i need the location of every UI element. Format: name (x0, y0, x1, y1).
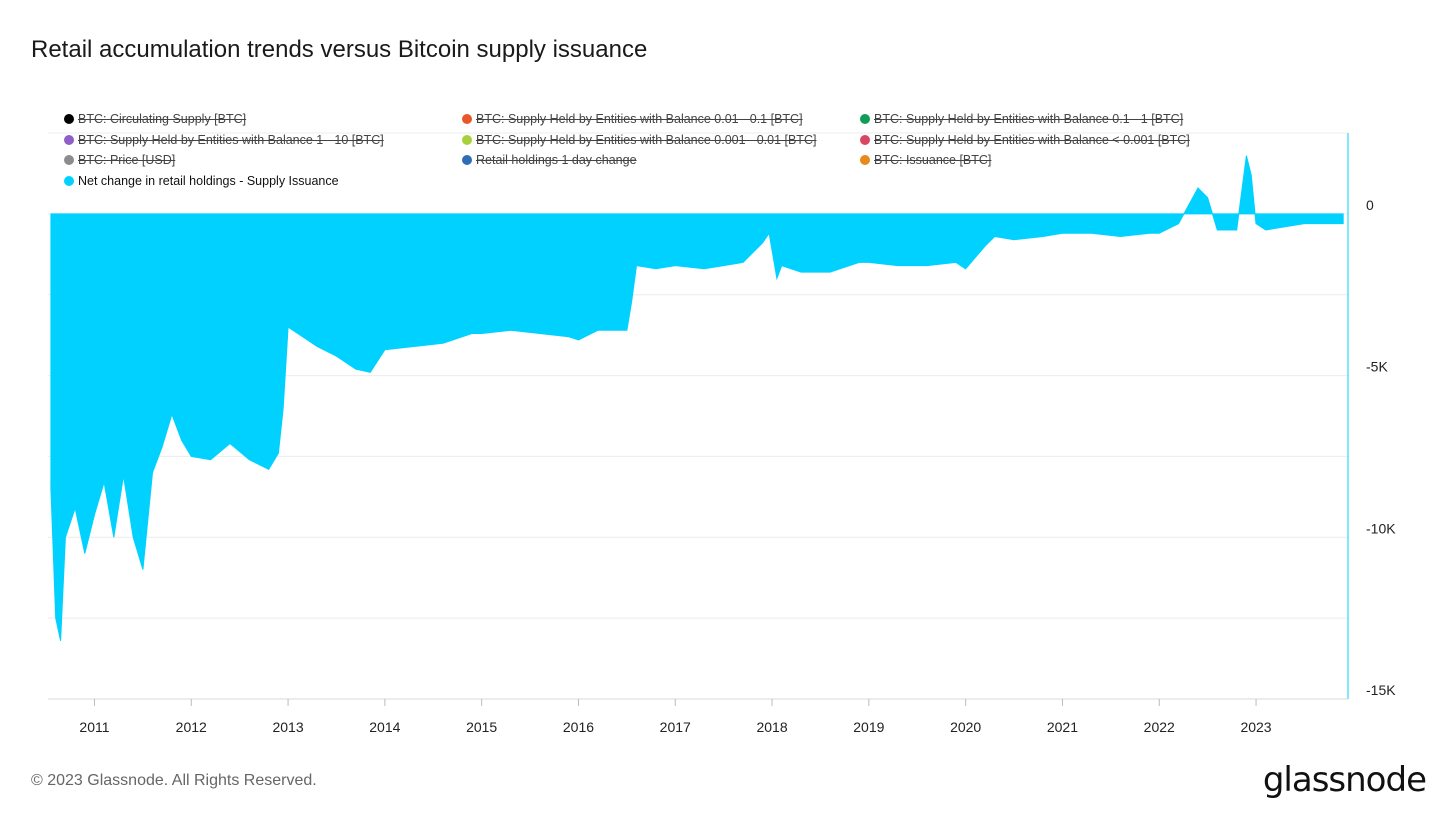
legend-item[interactable]: BTC: Issuance [BTC] (860, 153, 991, 167)
legend-item[interactable]: Net change in retail holdings - Supply I… (64, 174, 339, 188)
x-tick-label: 2015 (466, 719, 497, 735)
y-tick-label: -15K (1366, 682, 1396, 698)
y-tick-label: -5K (1366, 359, 1388, 375)
x-tick-label: 2023 (1240, 719, 1271, 735)
x-tick-label: 2018 (756, 719, 787, 735)
y-tick-label: 0 (1366, 197, 1374, 213)
legend-label: BTC: Supply Held by Entities with Balanc… (78, 132, 384, 147)
x-tick-label: 2013 (272, 719, 303, 735)
legend-label: BTC: Issuance [BTC] (874, 153, 992, 168)
legend-item[interactable]: BTC: Supply Held by Entities with Balanc… (860, 112, 1183, 126)
brand-logo: glassnode (1262, 760, 1427, 800)
legend-item[interactable]: BTC: Supply Held by Entities with Balanc… (860, 133, 1190, 147)
copyright-text: © 2023 Glassnode. All Rights Reserved. (31, 772, 317, 789)
x-tick-label: 2012 (176, 719, 207, 735)
x-tick-label: 2016 (563, 719, 594, 735)
area-series-net-change (50, 155, 1344, 641)
legend-dot-icon (462, 114, 472, 124)
legend-dot-icon (64, 114, 74, 124)
legend-label: BTC: Supply Held by Entities with Balanc… (476, 112, 803, 126)
legend-dot-icon (462, 155, 472, 166)
legend-label: BTC: Supply Held by Entities with Balanc… (476, 132, 817, 147)
legend-dot-icon (64, 134, 74, 145)
x-tick-label: 2019 (853, 719, 884, 735)
legend-item[interactable]: BTC: Price [USD] (64, 153, 175, 167)
legend-dot-icon (860, 155, 870, 166)
x-tick-label: 2017 (660, 719, 691, 735)
legend-dot-icon (64, 176, 74, 187)
legend-label: Retail holdings 1 day change (476, 153, 637, 168)
legend-item[interactable]: Retail holdings 1 day change (462, 153, 637, 167)
legend-item[interactable]: BTC: Supply Held by Entities with Balanc… (462, 112, 803, 126)
legend-dot-icon (860, 134, 870, 145)
legend-item[interactable]: BTC: Supply Held by Entities with Balanc… (64, 133, 384, 147)
x-tick-label: 2021 (1047, 719, 1078, 735)
legend-label: BTC: Circulating Supply [BTC] (78, 112, 247, 126)
legend-dot-icon (462, 134, 472, 145)
x-tick-label: 2014 (369, 719, 400, 735)
legend-label: BTC: Supply Held by Entities with Balanc… (874, 132, 1190, 147)
legend-dot-icon (860, 114, 870, 124)
legend-dot-icon (64, 155, 74, 166)
x-tick-label: 2020 (950, 719, 981, 735)
legend-label: BTC: Price [USD] (78, 153, 176, 168)
y-tick-label: -10K (1366, 520, 1396, 536)
x-tick-label: 2022 (1144, 719, 1175, 735)
chart-title: Retail accumulation trends versus Bitcoi… (31, 36, 648, 63)
legend-label: Net change in retail holdings - Supply I… (78, 174, 339, 189)
legend-item[interactable]: BTC: Circulating Supply [BTC] (64, 112, 246, 126)
legend-item[interactable]: BTC: Supply Held by Entities with Balanc… (462, 133, 816, 147)
x-tick-label: 2011 (79, 719, 109, 735)
legend-label: BTC: Supply Held by Entities with Balanc… (874, 112, 1184, 126)
